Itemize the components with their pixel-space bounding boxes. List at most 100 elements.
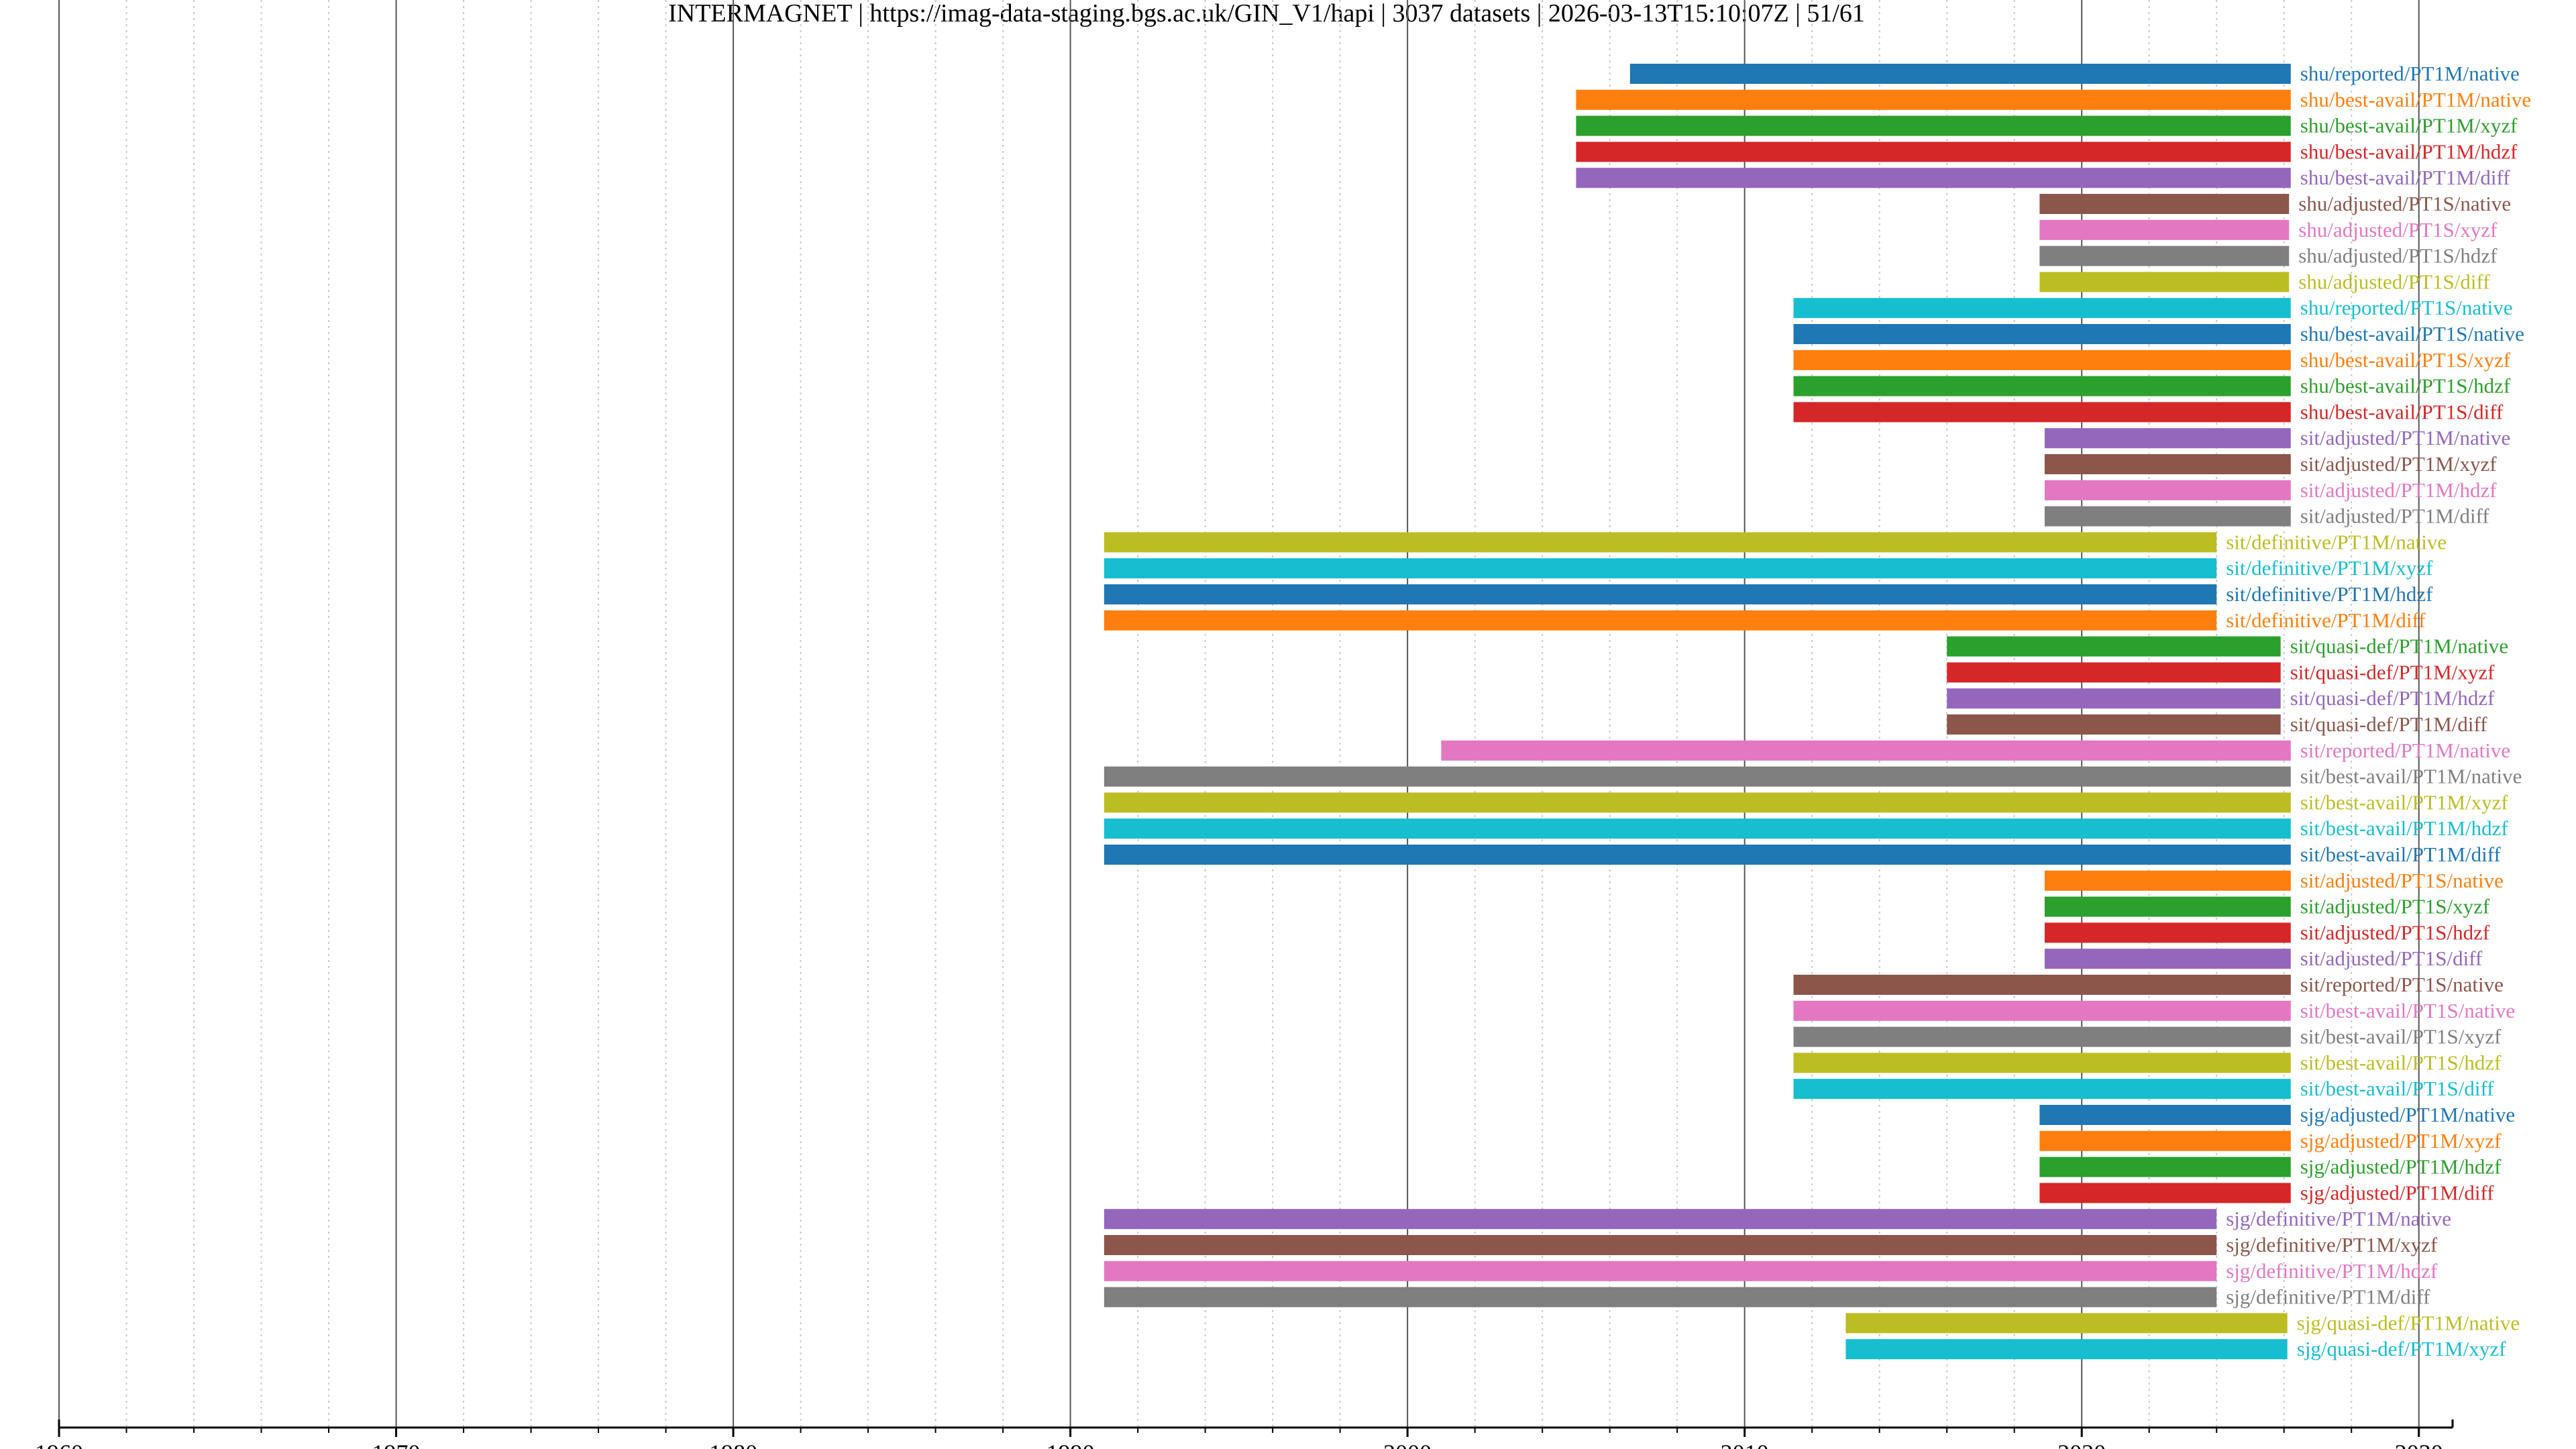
timeline-bar-label: shu/reported/PT1S/native — [2300, 296, 2513, 319]
timeline-bar — [2044, 480, 2291, 500]
timeline-bar — [1947, 662, 2281, 683]
x-tick-label: 1970 — [372, 1440, 421, 1449]
timeline-bar-label: sit/adjusted/PT1M/hdzf — [2300, 478, 2497, 502]
timeline-bar-label: sjg/quasi-def/PT1M/native — [2297, 1311, 2520, 1334]
timeline-bar-label: sit/adjusted/PT1M/diff — [2300, 504, 2490, 528]
timeline-bar-label: shu/best-avail/PT1S/diff — [2300, 400, 2504, 423]
timeline-bar-label: shu/best-avail/PT1M/diff — [2300, 166, 2511, 189]
timeline-bar — [1104, 845, 2291, 865]
timeline-bar-label: sjg/definitive/PT1M/xyzf — [2226, 1233, 2438, 1256]
timeline-bar-label: sit/best-avail/PT1S/diff — [2300, 1077, 2494, 1100]
timeline-bar-label: sit/best-avail/PT1M/xyzf — [2300, 790, 2509, 814]
timeline-bar-label: sit/best-avail/PT1M/native — [2300, 765, 2522, 788]
timeline-bar-label: sjg/adjusted/PT1M/hdzf — [2300, 1155, 2502, 1179]
timeline-bar-label: sit/adjusted/PT1M/native — [2300, 426, 2510, 449]
timeline-bar — [2044, 922, 2291, 943]
chart-title: INTERMAGNET | https://imag-data-staging.… — [668, 0, 1865, 28]
timeline-bar-label: sit/best-avail/PT1S/hdzf — [2300, 1051, 2502, 1074]
timeline-bar — [1947, 636, 2281, 657]
timeline-bar — [1947, 688, 2281, 709]
timeline-bar-label: sit/reported/PT1S/native — [2300, 973, 2504, 996]
timeline-bar — [1104, 1209, 2217, 1230]
timeline-bar — [1104, 1235, 2217, 1255]
x-axis: 1960 1970 1980 1990 2000 2010 2020 2030 — [35, 1419, 2454, 1449]
timeline-bar — [1629, 64, 2291, 84]
timeline-bar — [2044, 949, 2291, 969]
timeline-bar — [1793, 1079, 2291, 1099]
timeline-bar — [1104, 584, 2217, 604]
timeline-bar — [2039, 1157, 2291, 1177]
timeline-bar-label: shu/adjusted/PT1S/native — [2298, 192, 2511, 215]
timeline-bar — [1793, 324, 2291, 344]
timeline-bar-label: sit/quasi-def/PT1M/xyzf — [2290, 660, 2495, 684]
timeline-bar — [2039, 272, 2290, 292]
x-tick-label: 2030 — [2395, 1440, 2443, 1449]
timeline-bar — [1845, 1339, 2288, 1360]
timeline-bar — [1793, 975, 2291, 995]
timeline-bar — [2044, 896, 2291, 917]
timeline-bar — [2044, 506, 2291, 527]
timeline-bar-label: shu/reported/PT1M/native — [2300, 62, 2520, 85]
timeline-bar — [1104, 558, 2217, 579]
dataset-labels: shu/reported/PT1M/native shu/best-avail/P… — [2226, 62, 2531, 1360]
timeline-bar-label: sit/adjusted/PT1S/diff — [2300, 947, 2483, 970]
timeline-bar-label: sjg/definitive/PT1M/diff — [2226, 1285, 2430, 1309]
timeline-bar — [1845, 1313, 2288, 1334]
timeline-bar-label: sit/adjusted/PT1S/native — [2300, 869, 2504, 892]
x-tick-label: 1980 — [709, 1440, 757, 1449]
timeline-bar — [1576, 142, 2291, 162]
timeline-bar-label: sit/best-avail/PT1M/diff — [2300, 843, 2502, 866]
timeline-bar-label: sit/adjusted/PT1M/xyzf — [2300, 452, 2497, 476]
timeline-bar-label: sit/definitive/PT1M/xyzf — [2226, 556, 2433, 580]
minor-gridlines — [125, 0, 2353, 1428]
timeline-bar-label: sit/quasi-def/PT1M/native — [2290, 635, 2508, 658]
timeline-bar — [2039, 219, 2290, 240]
timeline-bar — [1104, 1260, 2217, 1281]
timeline-bar — [1104, 792, 2291, 813]
timeline-bar-label: sjg/adjusted/PT1M/xyzf — [2300, 1129, 2502, 1152]
timeline-bar — [1441, 740, 2291, 761]
timeline-bar — [2039, 1130, 2291, 1151]
timeline-bar-label: sit/definitive/PT1M/native — [2226, 530, 2447, 553]
timeline-bar — [1576, 89, 2291, 110]
timeline-bar — [1104, 766, 2291, 787]
timeline-bar — [1576, 168, 2291, 189]
timeline-bar — [1104, 1287, 2217, 1307]
timeline-bar — [2039, 1105, 2291, 1125]
timeline-bar-label: sjg/definitive/PT1M/hdzf — [2226, 1259, 2438, 1283]
timeline-bar — [1947, 714, 2281, 735]
timeline-bar-label: sit/adjusted/PT1S/xyzf — [2300, 895, 2490, 918]
timeline-bar-label: shu/adjusted/PT1S/hdzf — [2298, 244, 2498, 268]
dataset-bars — [1104, 64, 2291, 1360]
timeline-bar-label: shu/adjusted/PT1S/xyzf — [2298, 218, 2498, 241]
timeline-bar-label: sjg/adjusted/PT1M/diff — [2300, 1181, 2494, 1204]
timeline-bar-label: sjg/quasi-def/PT1M/xyzf — [2297, 1337, 2506, 1360]
timeline-bar — [2044, 870, 2291, 891]
timeline-bar-label: shu/best-avail/PT1M/hdzf — [2300, 140, 2518, 163]
timeline-bar — [1576, 115, 2291, 136]
timeline-bar-label: sit/best-avail/PT1S/native — [2300, 999, 2515, 1022]
timeline-bar — [1104, 610, 2217, 631]
timeline-bar-label: sit/best-avail/PT1M/hdzf — [2300, 816, 2509, 840]
timeline-bar — [1793, 1000, 2291, 1021]
timeline-bar-label: sit/quasi-def/PT1M/hdzf — [2290, 686, 2495, 710]
timeline-bar — [2044, 428, 2291, 449]
timeline-bar-label: sit/reported/PT1M/native — [2300, 739, 2510, 762]
x-tick-label: 2000 — [1383, 1440, 1432, 1449]
timeline-bar-label: shu/best-avail/PT1M/native — [2300, 88, 2531, 111]
timeline-bar-label: sit/quasi-def/PT1M/diff — [2290, 712, 2488, 736]
timeline-bar-label: sit/best-avail/PT1S/xyzf — [2300, 1025, 2502, 1049]
timeline-bar — [1793, 350, 2291, 370]
timeline-bar — [2039, 194, 2290, 214]
timeline-bar-label: shu/best-avail/PT1S/xyzf — [2300, 348, 2511, 372]
timeline-bar — [1793, 376, 2291, 396]
timeline-bar-label: sjg/definitive/PT1M/native — [2226, 1207, 2451, 1230]
timeline-bar — [1793, 1026, 2291, 1047]
timeline-bar — [1104, 818, 2291, 839]
timeline-bar-label: sjg/adjusted/PT1M/native — [2300, 1103, 2515, 1126]
timeline-bar — [1104, 532, 2217, 553]
timeline-bar-label: shu/adjusted/PT1S/diff — [2298, 270, 2490, 293]
timeline-bar-label: sit/definitive/PT1M/diff — [2226, 608, 2426, 632]
timeline-bar-label: shu/best-avail/PT1S/native — [2300, 322, 2524, 345]
